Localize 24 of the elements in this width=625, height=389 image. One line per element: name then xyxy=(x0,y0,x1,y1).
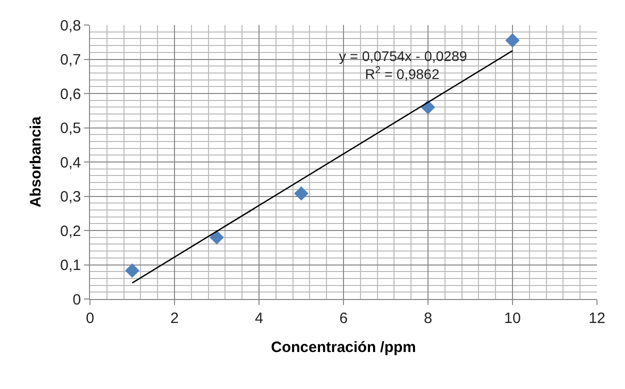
x-tick-label: 8 xyxy=(424,310,432,327)
y-tick-label: 0,6 xyxy=(60,86,81,103)
y-tick-label: 0,4 xyxy=(60,154,81,172)
x-axis-title: Concentración /ppm xyxy=(270,339,416,356)
x-tick-label: 12 xyxy=(588,310,606,327)
annotation: y = 0,0754x - 0,0289 xyxy=(339,48,468,64)
point xyxy=(210,230,224,244)
y-tick-label: 0,5 xyxy=(60,120,81,137)
annotation: R$^{2}$ = 0,9862 xyxy=(365,65,440,82)
y-tick-label: 0 xyxy=(72,291,81,308)
y-tick-label: 0,1 xyxy=(60,257,81,274)
y-tick-label: 0,2 xyxy=(60,222,81,240)
x-tick-label: 4 xyxy=(254,310,264,327)
point xyxy=(294,186,308,201)
y-axis-title: Absorbancia xyxy=(27,116,44,208)
x-tick-label: 0 xyxy=(86,310,94,327)
y-tick-label: 0,7 xyxy=(60,52,81,68)
x-tick-label: 10 xyxy=(504,310,521,327)
x-tick-label: 2 xyxy=(170,310,179,327)
y-tick-label: 0,8 xyxy=(60,17,81,34)
x-tick-label: 6 xyxy=(339,310,348,327)
y-tick-label: 0,3 xyxy=(60,188,81,206)
point xyxy=(505,33,520,48)
point xyxy=(125,263,140,278)
